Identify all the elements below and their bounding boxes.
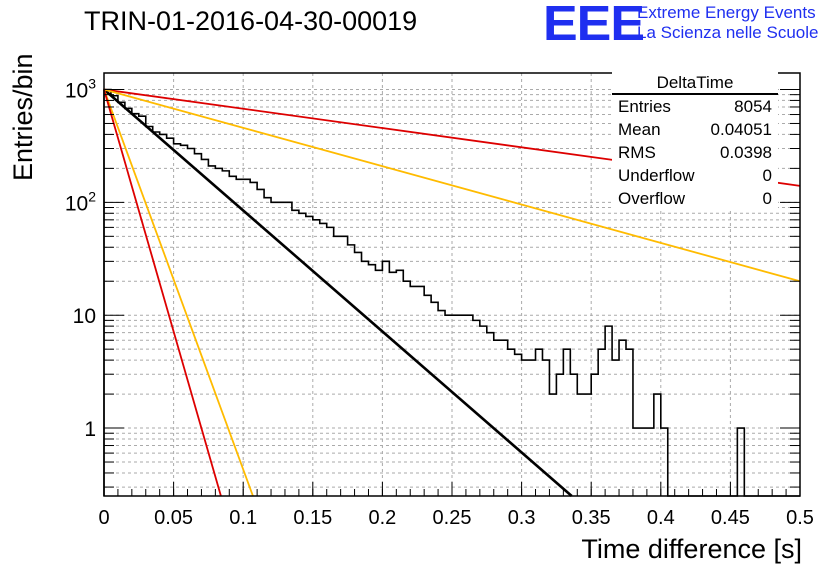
stats-value: 0: [762, 166, 772, 185]
y-tick-label: 10: [73, 305, 96, 328]
y-tick-label: 103: [65, 75, 96, 102]
x-tick-label: 0.3: [508, 507, 536, 529]
x-tick-label: 0.1: [229, 507, 257, 529]
y-axis-label: Entries/bin: [8, 53, 38, 181]
stats-label: Entries: [618, 97, 671, 116]
logo-line-2: La Scienza nelle Scuole: [637, 23, 819, 42]
stats-row-underflow: Underflow 0: [612, 164, 778, 187]
stats-label: Overflow: [618, 189, 686, 208]
histogram: [103, 88, 800, 497]
y-tick-label: 102: [65, 188, 96, 215]
x-tick-label: 0.5: [786, 507, 814, 529]
stats-label: Underflow: [618, 166, 695, 185]
x-tick-label: 0.35: [572, 507, 611, 529]
x-tick-label: 0.25: [433, 507, 472, 529]
grid-lines: [104, 73, 800, 496]
stats-value: 8054: [734, 97, 772, 116]
tick-labels: 0 0.05 0.1 0.15 0.2 0.25 0.3 0.35 0.4 0.45 0.5 103 1…: [65, 75, 814, 529]
x-tick-label: 0.4: [647, 507, 675, 529]
stats-value: 0.0398: [720, 143, 772, 162]
x-tick-label: 0.15: [293, 507, 332, 529]
reference-line: [103, 89, 254, 497]
histogram-steps: [103, 88, 800, 497]
stats-title: DeltaTime: [612, 72, 778, 95]
stats-row-entries: Entries 8054: [612, 95, 778, 118]
reference-line: [103, 88, 801, 283]
y-tick-label: 1: [84, 418, 96, 441]
stats-label: Mean: [618, 120, 661, 139]
logo-line-1: Extreme Energy Events: [637, 3, 816, 22]
stats-label: RMS: [618, 143, 656, 162]
x-axis-label: Time difference [s]: [581, 534, 802, 564]
x-tick-label: 0.45: [711, 507, 750, 529]
x-tick-label: 0.2: [368, 507, 396, 529]
axis-ticks: [103, 88, 801, 496]
stats-box: DeltaTime Entries 8054 Mean 0.04051 RMS …: [612, 72, 778, 210]
fit-line: [103, 88, 573, 497]
chart-title: TRIN-01-2016-04-30-00019: [84, 6, 418, 36]
stats-value: 0: [762, 189, 772, 208]
reference-line: [103, 89, 222, 497]
x-tick-label: 0.05: [154, 507, 193, 529]
eee-logo: EEE: [543, 0, 645, 52]
stats-row-rms: RMS 0.0398: [612, 141, 778, 164]
stats-row-overflow: Overflow 0: [612, 187, 778, 210]
stats-value: 0.04051: [710, 120, 772, 139]
stats-row-mean: Mean 0.04051: [612, 118, 778, 141]
x-tick-label: 0: [98, 507, 109, 529]
